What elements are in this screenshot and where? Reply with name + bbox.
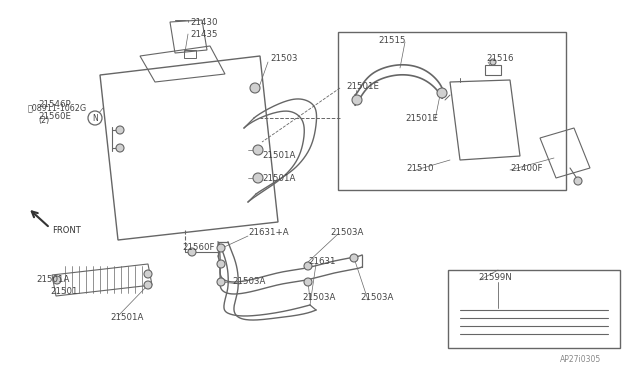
Circle shape bbox=[250, 83, 260, 93]
Text: 21599N: 21599N bbox=[478, 273, 512, 282]
Circle shape bbox=[253, 173, 263, 183]
Text: 21515: 21515 bbox=[378, 35, 406, 45]
Text: 21560E: 21560E bbox=[38, 112, 71, 121]
Circle shape bbox=[144, 270, 152, 278]
Text: 21435: 21435 bbox=[190, 29, 218, 38]
Text: 21510: 21510 bbox=[406, 164, 433, 173]
Circle shape bbox=[352, 95, 362, 105]
Text: 21501A: 21501A bbox=[36, 276, 69, 285]
Text: 21516: 21516 bbox=[486, 54, 513, 62]
Circle shape bbox=[116, 144, 124, 152]
Circle shape bbox=[574, 177, 582, 185]
Text: 21631+A: 21631+A bbox=[248, 228, 289, 237]
Circle shape bbox=[437, 88, 447, 98]
Circle shape bbox=[217, 260, 225, 268]
Text: 21503: 21503 bbox=[270, 54, 298, 62]
Circle shape bbox=[304, 278, 312, 286]
Circle shape bbox=[350, 254, 358, 262]
Text: ⓝ08911-1062G: ⓝ08911-1062G bbox=[28, 103, 87, 112]
Text: FRONT: FRONT bbox=[52, 225, 81, 234]
Circle shape bbox=[88, 111, 102, 125]
Text: 21631: 21631 bbox=[308, 257, 335, 266]
Circle shape bbox=[188, 248, 196, 256]
Bar bbox=[184, 50, 196, 58]
Bar bbox=[338, 32, 566, 190]
Text: 21560F: 21560F bbox=[182, 244, 214, 253]
Circle shape bbox=[253, 145, 263, 155]
Text: 21501A: 21501A bbox=[262, 151, 296, 160]
Text: 21503A: 21503A bbox=[330, 228, 364, 237]
Bar bbox=[448, 270, 620, 348]
Circle shape bbox=[304, 262, 312, 270]
Text: 21501E: 21501E bbox=[346, 81, 379, 90]
Circle shape bbox=[217, 244, 225, 252]
Bar bbox=[485, 65, 501, 75]
Circle shape bbox=[116, 126, 124, 134]
Text: 21503A: 21503A bbox=[232, 278, 266, 286]
Text: N: N bbox=[92, 113, 98, 122]
Text: 21430: 21430 bbox=[190, 17, 218, 26]
Circle shape bbox=[217, 278, 225, 286]
Text: 21501A: 21501A bbox=[262, 173, 296, 183]
Circle shape bbox=[53, 276, 61, 284]
Text: 21501: 21501 bbox=[50, 288, 77, 296]
Circle shape bbox=[144, 281, 152, 289]
Text: 21546P: 21546P bbox=[38, 99, 70, 109]
Text: 21503A: 21503A bbox=[302, 294, 335, 302]
Text: (2): (2) bbox=[38, 115, 49, 125]
Text: 21501E: 21501E bbox=[405, 113, 438, 122]
Circle shape bbox=[490, 59, 496, 65]
Text: AP27i0305: AP27i0305 bbox=[560, 356, 601, 365]
Text: 21400F: 21400F bbox=[510, 164, 543, 173]
Text: 21503A: 21503A bbox=[360, 294, 394, 302]
Text: 21501A: 21501A bbox=[110, 314, 143, 323]
